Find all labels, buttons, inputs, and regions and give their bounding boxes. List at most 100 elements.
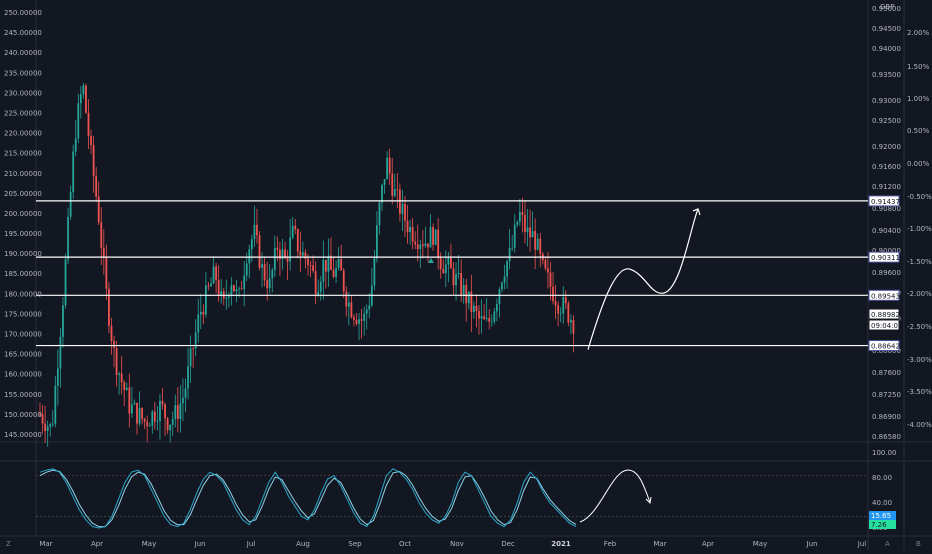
candle-body bbox=[485, 317, 488, 320]
candle-body bbox=[493, 311, 496, 322]
candle-body bbox=[554, 301, 557, 306]
candle-body bbox=[197, 314, 200, 333]
candle-body bbox=[368, 305, 371, 310]
candle-body bbox=[531, 231, 534, 238]
candle-body bbox=[258, 235, 261, 268]
candle-body bbox=[286, 257, 289, 262]
left-axis-tick: 245.00000 bbox=[4, 29, 42, 37]
candle-body bbox=[442, 269, 445, 274]
candle-body bbox=[212, 266, 215, 284]
candle-body bbox=[41, 414, 44, 424]
candle-body bbox=[516, 221, 519, 225]
candle-body bbox=[227, 295, 230, 298]
candle-body bbox=[513, 224, 516, 248]
candle-body bbox=[279, 249, 281, 260]
price-label-box bbox=[868, 289, 900, 301]
candle-body bbox=[238, 288, 240, 290]
candle-body bbox=[539, 238, 542, 254]
left-axis-tick: 200.00000 bbox=[4, 210, 42, 218]
settings-icon: B bbox=[916, 540, 921, 548]
candle-body bbox=[184, 388, 187, 398]
candle-body bbox=[284, 249, 286, 258]
candle-body bbox=[393, 189, 396, 196]
candle-body bbox=[434, 229, 437, 245]
candle-body bbox=[245, 263, 248, 276]
candle-body bbox=[304, 252, 307, 259]
candle-body bbox=[233, 285, 235, 292]
candle-body bbox=[409, 227, 411, 233]
candle-body bbox=[205, 285, 207, 315]
candle-body bbox=[97, 196, 100, 223]
candle-body bbox=[337, 258, 340, 268]
osc-value-b: 7.26 bbox=[871, 521, 887, 529]
time-axis-label: Nov bbox=[450, 540, 464, 548]
left-axis-tick: 225.00000 bbox=[4, 109, 42, 117]
candle-body bbox=[506, 261, 508, 277]
time-axis-label: Mar bbox=[39, 540, 52, 548]
price-labels: 0.91437 0.90311 0.89543 0.88982 09:04:02 0.88… bbox=[868, 195, 902, 529]
time-axis-label: 2021 bbox=[551, 540, 571, 548]
price-label-level3: 0.89543 bbox=[871, 292, 900, 300]
candle-body bbox=[141, 408, 143, 419]
left-axis-tick: 165.00000 bbox=[4, 351, 42, 359]
candle-body bbox=[569, 319, 572, 323]
left-axis-tick: 175.00000 bbox=[4, 310, 42, 318]
zoom-icon: Z bbox=[6, 540, 11, 548]
osc-axis-tick: 40.00 bbox=[872, 499, 892, 507]
candle-body bbox=[182, 397, 184, 404]
candle-body bbox=[39, 413, 41, 415]
candle-body bbox=[322, 259, 325, 282]
right-price-tick: 0.92000 bbox=[872, 143, 901, 151]
candle-body bbox=[176, 405, 179, 420]
oscillator-pane bbox=[36, 468, 868, 529]
right-price-tick: 0.87600 bbox=[872, 369, 901, 377]
candle-body bbox=[411, 227, 414, 242]
candle-body bbox=[220, 291, 223, 296]
time-axis-label: Apr bbox=[702, 540, 714, 548]
candle-body bbox=[90, 136, 92, 146]
osc-series-a bbox=[39, 468, 577, 529]
right-price-tick: 0.86580 bbox=[872, 433, 901, 441]
candle-body bbox=[567, 303, 570, 323]
candle-body bbox=[54, 385, 57, 424]
right-price-tick: 0.90000 bbox=[872, 247, 901, 255]
candle-body bbox=[495, 303, 498, 312]
candle-body bbox=[49, 424, 52, 427]
candle-body bbox=[559, 313, 562, 315]
candle-body bbox=[250, 239, 253, 250]
left-axis-tick: 210.00000 bbox=[4, 170, 42, 178]
candle-body bbox=[268, 278, 271, 289]
candle-body bbox=[327, 255, 330, 272]
candle-body bbox=[549, 272, 552, 287]
left-axis-tick: 145.00000 bbox=[4, 431, 42, 439]
right-percent-tick: -4.00% bbox=[907, 421, 932, 429]
left-axis-tick: 220.00000 bbox=[4, 130, 42, 138]
candle-body bbox=[166, 418, 169, 431]
candle-body bbox=[100, 222, 103, 248]
candle-body bbox=[85, 85, 87, 113]
osc-projection-head bbox=[645, 496, 652, 505]
candle-body bbox=[67, 216, 69, 260]
left-axis-tick: 215.00000 bbox=[4, 150, 42, 158]
price-label-level4: 0.88642 bbox=[871, 343, 900, 351]
candle-body bbox=[470, 291, 473, 313]
candle-body bbox=[148, 425, 151, 427]
candle-body bbox=[133, 402, 136, 405]
candle-body bbox=[143, 418, 146, 422]
candle-body bbox=[335, 267, 337, 278]
candle-body bbox=[562, 297, 565, 314]
candle-body bbox=[301, 252, 304, 256]
candle-body bbox=[547, 268, 549, 273]
candle-body bbox=[291, 225, 294, 238]
candle-body bbox=[51, 423, 54, 425]
candle-body bbox=[447, 257, 450, 265]
candle-body bbox=[113, 340, 115, 348]
candle-body bbox=[253, 224, 256, 240]
candle-body bbox=[398, 189, 401, 214]
candle-body bbox=[488, 317, 491, 322]
candle-body bbox=[179, 403, 182, 420]
left-axis-tick: 160.00000 bbox=[4, 371, 42, 379]
candle-body bbox=[383, 179, 386, 185]
